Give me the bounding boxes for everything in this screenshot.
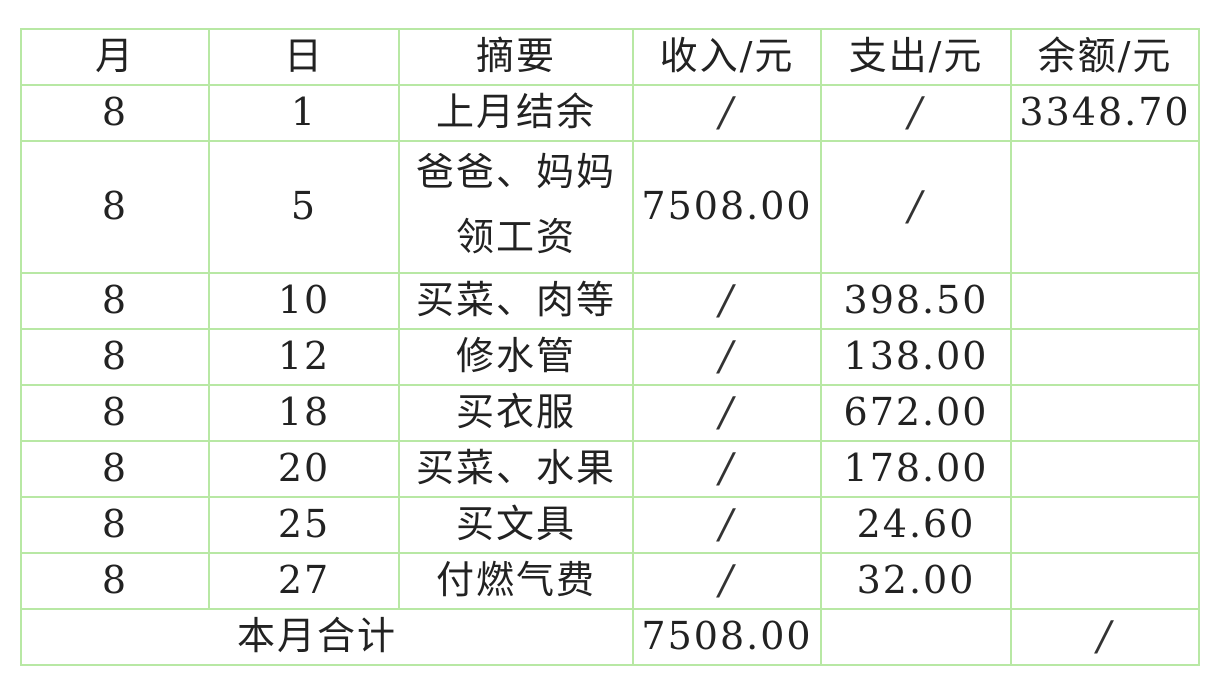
cell-expense: / xyxy=(820,140,1012,274)
cell-desc: 买衣服 xyxy=(398,384,634,442)
cell-month: 8 xyxy=(20,384,210,442)
cell-income: / xyxy=(632,84,822,142)
cell-balance xyxy=(1010,140,1200,274)
cell-desc: 买菜、肉等 xyxy=(398,272,634,330)
header-month: 月 xyxy=(20,28,210,86)
cell-month: 8 xyxy=(20,328,210,386)
table-row: 8 20 买菜、水果/178.00 xyxy=(20,440,1200,498)
total-label: 本月合计 xyxy=(20,608,634,666)
ledger-table: 月 日 摘要 收入/元 支出/元 余额/元 8 1 上月结余 //3348.70 8 5 爸… xyxy=(20,28,1200,666)
cell-balance xyxy=(1010,496,1200,554)
cell-balance xyxy=(1010,384,1200,442)
cell-income: / xyxy=(632,384,822,442)
cell-balance xyxy=(1010,440,1200,498)
cell-income: / xyxy=(632,272,822,330)
cell-month: 8 xyxy=(20,84,210,142)
cell-day: 27 xyxy=(208,552,400,610)
cell-expense: 178.00 xyxy=(820,440,1012,498)
cell-day: 20 xyxy=(208,440,400,498)
cell-income: / xyxy=(632,440,822,498)
cell-income: 7508.00 xyxy=(632,140,822,274)
cell-desc: 付燃气费 xyxy=(398,552,634,610)
total-income: 7508.00 xyxy=(632,608,822,666)
desc-line: 爸爸、妈妈 xyxy=(415,150,616,194)
cell-balance xyxy=(1010,552,1200,610)
cell-day: 1 xyxy=(208,84,400,142)
header-balance: 余额/元 xyxy=(1010,28,1200,86)
cell-expense: 672.00 xyxy=(820,384,1012,442)
cell-desc: 修水管 xyxy=(398,328,634,386)
table-row: 8 1 上月结余 //3348.70 xyxy=(20,84,1200,142)
cell-month: 8 xyxy=(20,140,210,274)
cell-balance xyxy=(1010,272,1200,330)
cell-income: / xyxy=(632,328,822,386)
table-row: 8 5 爸爸、妈妈 领工资 7508.00/ xyxy=(20,140,1200,274)
total-balance: / xyxy=(1010,608,1200,666)
cell-day: 25 xyxy=(208,496,400,554)
cell-balance: 3348.70 xyxy=(1010,84,1200,142)
total-row: 本月合计 7508.00 / xyxy=(20,608,1200,666)
cell-expense: 32.00 xyxy=(820,552,1012,610)
cell-expense: 398.50 xyxy=(820,272,1012,330)
table-row: 8 12 修水管/138.00 xyxy=(20,328,1200,386)
cell-expense: / xyxy=(820,84,1012,142)
table-row: 8 18 买衣服/672.00 xyxy=(20,384,1200,442)
cell-day: 18 xyxy=(208,384,400,442)
desc-line: 领工资 xyxy=(455,215,576,259)
table-row: 8 10 买菜、肉等/398.50 xyxy=(20,272,1200,330)
cell-day: 10 xyxy=(208,272,400,330)
cell-day: 5 xyxy=(208,140,400,274)
header-row: 月 日 摘要 收入/元 支出/元 余额/元 xyxy=(20,28,1200,86)
cell-desc: 爸爸、妈妈 领工资 xyxy=(398,140,634,274)
table-row: 8 25 买文具/24.60 xyxy=(20,496,1200,554)
cell-expense: 138.00 xyxy=(820,328,1012,386)
header-day: 日 xyxy=(208,28,400,86)
cell-day: 12 xyxy=(208,328,400,386)
total-expense xyxy=(820,608,1012,666)
cell-desc: 买文具 xyxy=(398,496,634,554)
header-expense: 支出/元 xyxy=(820,28,1012,86)
cell-month: 8 xyxy=(20,552,210,610)
table-row: 8 27 付燃气费/32.00 xyxy=(20,552,1200,610)
cell-balance xyxy=(1010,328,1200,386)
cell-month: 8 xyxy=(20,496,210,554)
cell-income: / xyxy=(632,496,822,554)
cell-expense: 24.60 xyxy=(820,496,1012,554)
cell-income: / xyxy=(632,552,822,610)
header-description: 摘要 xyxy=(398,28,634,86)
cell-desc: 买菜、水果 xyxy=(398,440,634,498)
cell-desc: 上月结余 xyxy=(398,84,634,142)
cell-month: 8 xyxy=(20,440,210,498)
cell-month: 8 xyxy=(20,272,210,330)
header-income: 收入/元 xyxy=(632,28,822,86)
